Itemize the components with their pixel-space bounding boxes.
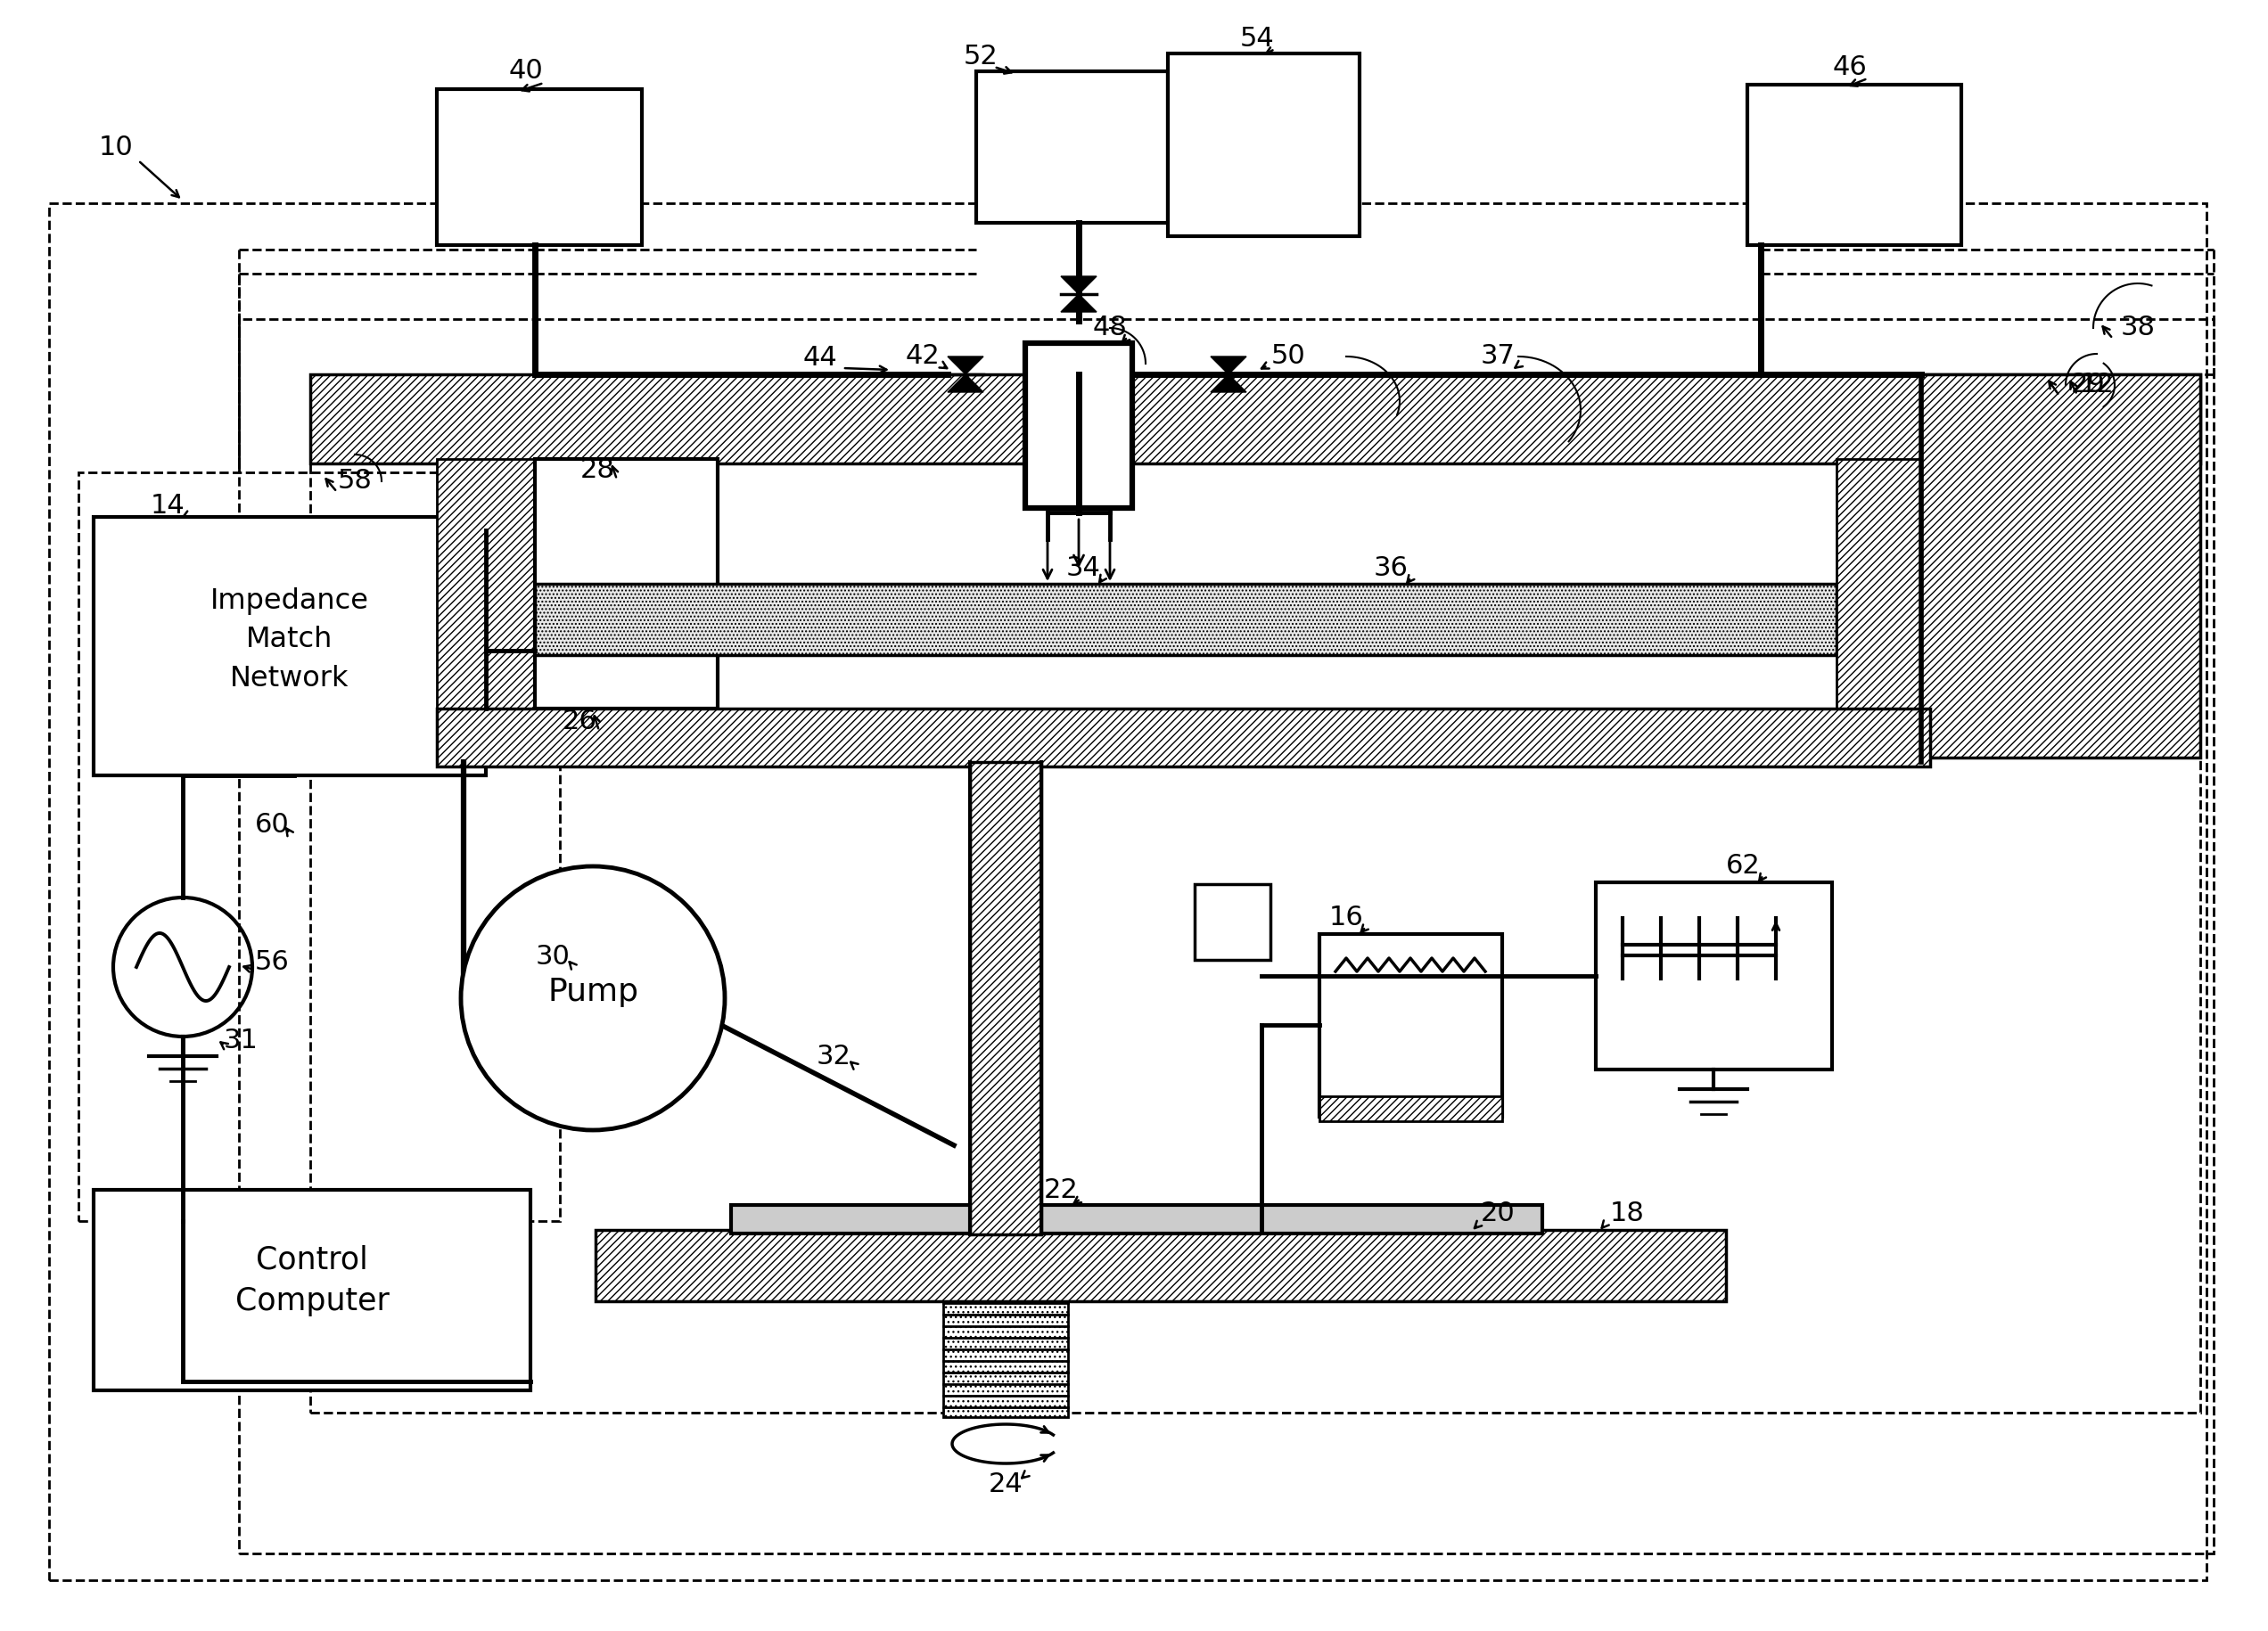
- Text: 52: 52: [964, 44, 998, 69]
- Bar: [1320, 1096, 1501, 1120]
- Text: 12: 12: [2080, 372, 2114, 398]
- Text: Network: Network: [231, 665, 349, 693]
- Text: Match: Match: [247, 626, 333, 654]
- Text: 56: 56: [254, 949, 290, 975]
- Text: 48: 48: [1093, 315, 1127, 341]
- Bar: [79, 473, 560, 1222]
- Text: 40: 40: [508, 59, 544, 85]
- Bar: [535, 584, 1837, 656]
- Bar: [1921, 375, 2200, 757]
- Bar: [1837, 458, 1921, 708]
- Circle shape: [460, 866, 726, 1130]
- Bar: [730, 1205, 1542, 1233]
- Text: 22: 22: [1043, 1178, 1077, 1202]
- Text: Impedance: Impedance: [211, 587, 370, 615]
- Polygon shape: [948, 357, 984, 375]
- Text: 46: 46: [1833, 54, 1867, 80]
- Bar: [311, 375, 2200, 1412]
- Text: 26: 26: [562, 709, 596, 736]
- Polygon shape: [1211, 357, 1247, 375]
- Bar: [596, 1230, 1726, 1302]
- Text: 34: 34: [1066, 556, 1100, 582]
- Text: 30: 30: [535, 943, 569, 969]
- Bar: [438, 458, 535, 708]
- Bar: [311, 375, 2200, 463]
- Bar: [1320, 935, 1501, 1117]
- Text: 32: 32: [816, 1044, 850, 1068]
- Text: Computer: Computer: [236, 1287, 390, 1316]
- Text: 42: 42: [905, 344, 939, 370]
- Bar: [975, 72, 1168, 223]
- Text: 58: 58: [338, 468, 372, 494]
- Bar: [535, 458, 717, 708]
- Text: 54: 54: [1241, 26, 1275, 51]
- Text: 20: 20: [1481, 1200, 1515, 1227]
- Bar: [1168, 54, 1359, 236]
- Text: 18: 18: [1610, 1200, 1644, 1227]
- Text: 50: 50: [1270, 344, 1306, 370]
- Text: 38: 38: [2121, 315, 2155, 341]
- Text: 28: 28: [581, 458, 615, 483]
- Text: 37: 37: [1481, 344, 1515, 370]
- Bar: [438, 90, 642, 245]
- Text: 44: 44: [803, 346, 837, 372]
- Bar: [238, 320, 2214, 1553]
- Bar: [943, 1302, 1068, 1417]
- Polygon shape: [948, 375, 984, 391]
- Text: 14: 14: [150, 493, 186, 519]
- Bar: [1195, 884, 1270, 961]
- Bar: [438, 708, 1930, 767]
- Bar: [93, 517, 485, 775]
- Text: 24: 24: [989, 1471, 1023, 1497]
- Bar: [1025, 343, 1132, 507]
- Text: 31: 31: [222, 1028, 259, 1054]
- Bar: [93, 1191, 531, 1390]
- Polygon shape: [1061, 294, 1095, 312]
- Polygon shape: [1211, 375, 1247, 391]
- Text: 10: 10: [98, 134, 134, 160]
- Text: Control: Control: [256, 1244, 367, 1274]
- Bar: [1746, 85, 1962, 245]
- Text: 16: 16: [1329, 905, 1363, 931]
- Bar: [971, 762, 1041, 1235]
- Text: 60: 60: [254, 812, 290, 837]
- Bar: [1597, 882, 1833, 1070]
- Text: 29: 29: [2071, 372, 2105, 398]
- Bar: [50, 204, 2207, 1580]
- Text: 62: 62: [1726, 853, 1760, 879]
- Text: 36: 36: [1374, 556, 1408, 582]
- Text: Pump: Pump: [547, 977, 637, 1006]
- Polygon shape: [1061, 276, 1095, 294]
